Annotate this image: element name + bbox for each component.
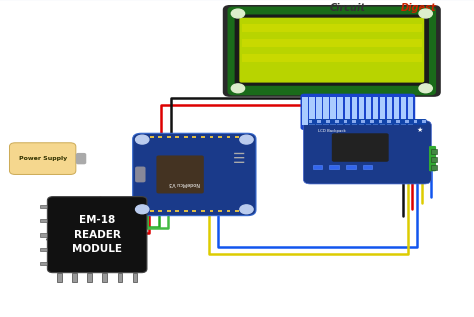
Bar [158, 136, 162, 138]
FancyBboxPatch shape [223, 5, 441, 97]
Bar [87, 273, 92, 282]
Bar [201, 136, 205, 138]
Bar [227, 210, 230, 212]
Circle shape [240, 135, 253, 144]
Bar [201, 210, 205, 212]
Bar [175, 210, 179, 212]
FancyBboxPatch shape [303, 120, 431, 184]
Bar [57, 273, 62, 282]
Bar [393, 97, 399, 125]
FancyBboxPatch shape [301, 94, 415, 130]
Circle shape [231, 9, 245, 18]
Bar [40, 248, 47, 251]
FancyBboxPatch shape [156, 155, 204, 193]
FancyBboxPatch shape [9, 143, 76, 174]
Bar [317, 97, 322, 125]
Bar [141, 210, 145, 212]
Circle shape [136, 205, 149, 214]
Bar [313, 165, 322, 169]
Bar [323, 97, 329, 125]
Bar [218, 210, 222, 212]
Bar [150, 136, 154, 138]
FancyBboxPatch shape [239, 18, 424, 83]
Bar [414, 120, 418, 123]
FancyBboxPatch shape [235, 15, 429, 86]
Bar [167, 210, 171, 212]
Bar [431, 165, 437, 170]
FancyBboxPatch shape [228, 7, 436, 95]
Text: Digest: Digest [401, 3, 436, 13]
Bar [387, 120, 391, 123]
FancyBboxPatch shape [429, 146, 436, 171]
Bar [401, 97, 406, 125]
Text: ☰: ☰ [233, 152, 246, 165]
Bar [242, 39, 422, 47]
Bar [184, 210, 188, 212]
Circle shape [231, 84, 245, 93]
Bar [302, 97, 308, 125]
Bar [345, 97, 350, 125]
Bar [363, 165, 372, 169]
Bar [175, 136, 179, 138]
FancyBboxPatch shape [47, 197, 147, 273]
Bar [244, 136, 247, 138]
Bar [184, 136, 188, 138]
Bar [405, 120, 409, 123]
Bar [346, 165, 356, 169]
Text: ★: ★ [416, 127, 423, 133]
Bar [326, 120, 330, 123]
Bar [118, 273, 122, 282]
Text: LCD Backpack: LCD Backpack [318, 128, 346, 133]
Bar [158, 210, 162, 212]
Bar [40, 219, 47, 222]
Bar [40, 205, 47, 208]
FancyBboxPatch shape [332, 133, 389, 162]
FancyBboxPatch shape [308, 119, 427, 125]
Bar [309, 120, 312, 123]
Text: EM-18
READER
MODULE: EM-18 READER MODULE [72, 215, 122, 255]
Bar [242, 24, 422, 32]
Bar [431, 157, 437, 162]
Bar [358, 97, 364, 125]
Bar [335, 120, 338, 123]
Bar [40, 262, 47, 265]
Bar [235, 210, 239, 212]
Bar [422, 120, 426, 123]
Circle shape [419, 9, 432, 18]
Bar [235, 136, 239, 138]
Bar [102, 273, 107, 282]
Bar [337, 97, 343, 125]
Circle shape [419, 84, 432, 93]
Bar [40, 233, 47, 236]
Text: NodeMcu V3: NodeMcu V3 [169, 181, 201, 186]
Bar [329, 165, 339, 169]
Bar [396, 120, 400, 123]
Text: Circuit: Circuit [329, 3, 365, 13]
Bar [192, 136, 196, 138]
Bar [227, 136, 230, 138]
FancyBboxPatch shape [76, 153, 86, 164]
Circle shape [240, 205, 253, 214]
Bar [310, 97, 315, 125]
Bar [431, 149, 437, 154]
Bar [72, 273, 77, 282]
Bar [242, 55, 422, 62]
Bar [330, 97, 336, 125]
Bar [141, 136, 145, 138]
Bar [210, 136, 213, 138]
Bar [167, 136, 171, 138]
Bar [150, 210, 154, 212]
Bar [210, 210, 213, 212]
Bar [352, 97, 357, 125]
Bar [192, 210, 196, 212]
Bar [380, 97, 385, 125]
Bar [365, 97, 371, 125]
Bar [379, 120, 383, 123]
Bar [408, 97, 413, 125]
Bar [244, 210, 247, 212]
FancyBboxPatch shape [133, 133, 256, 216]
Bar [361, 120, 365, 123]
Bar [218, 136, 222, 138]
Bar [133, 273, 137, 282]
